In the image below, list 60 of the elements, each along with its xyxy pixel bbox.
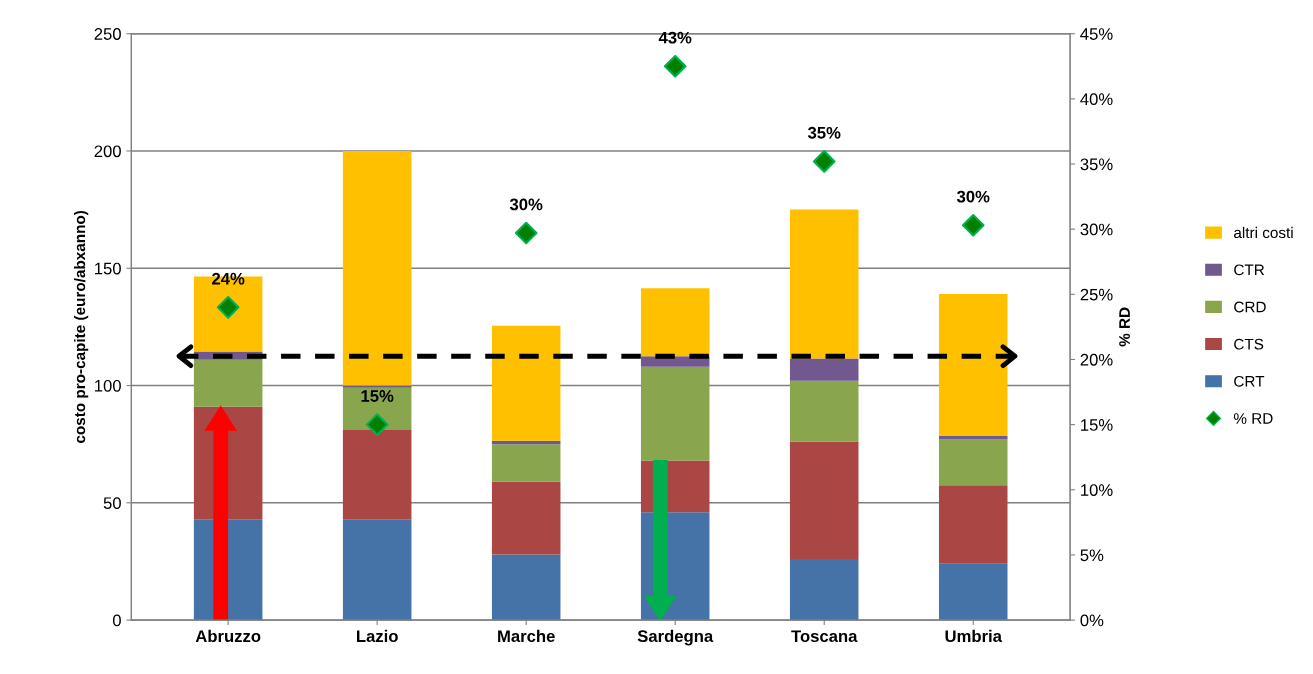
y2-tick-label: 20% [1080,353,1113,366]
point [514,221,538,245]
bar [789,559,859,621]
y2-tick-label: 0% [1080,614,1104,627]
x-tick-label: Abruzzo [195,629,261,643]
legend-label: % RD [1233,413,1273,424]
data-label: 43% [658,31,692,44]
x-tick-label: Marche [498,629,555,643]
bar [789,380,859,442]
y2-axis-title: % RD [1119,307,1130,347]
y-tick-label: 100 [95,379,121,392]
legend-label: CTS [1234,338,1264,350]
x-tick-label: Toscana [791,630,858,643]
data-label: 24% [212,272,245,285]
y-tick-label: 50 [103,497,121,510]
bar [789,441,859,560]
bar [491,325,561,441]
data-label: 15% [361,390,394,402]
x-tick-label: Umbria [945,629,1003,643]
data-label: 30% [509,198,543,211]
y-tick-label: 200 [94,145,121,158]
bar [640,366,710,461]
x-tick-label: Lazio [356,629,398,643]
bar [342,150,412,386]
bar [789,358,859,381]
bar [938,485,1008,564]
point [365,413,389,436]
y2-tick-label: 35% [1080,158,1113,171]
legend-label: CRT [1234,375,1265,387]
data-label: 30% [956,190,990,203]
bar [640,288,710,357]
bar [938,439,1008,486]
y-tick-label: 150 [95,262,121,275]
y2-tick-label: 30% [1080,223,1113,236]
bar [491,481,561,555]
y-axis-title: costo pro-capite (euro/abxanno) [73,210,89,443]
x-tick-label: Sardegna [637,629,714,646]
bar [938,294,1008,436]
bar [491,444,561,482]
y2-tick-label: 25% [1080,288,1113,301]
y-tick-label: 250 [94,28,121,40]
y-tick-label: 0 [112,614,121,627]
data-label: 35% [807,126,841,139]
bar [491,554,561,621]
y2-tick-label: 45% [1080,28,1113,40]
y2-tick-label: 15% [1081,419,1113,431]
y2-tick-label: 5% [1080,549,1104,562]
y2-tick-label: 10% [1081,484,1113,496]
bar [193,359,263,407]
bar [789,209,859,359]
point [961,213,985,237]
point [812,150,836,173]
point [663,54,687,78]
legend-label: CTR [1234,264,1265,276]
legend-label: CRD [1234,301,1266,313]
legend-label: altri costi [1234,226,1293,239]
bar [938,563,1008,621]
bar [342,519,412,621]
bar [342,430,412,520]
y2-tick-label: 40% [1080,93,1113,106]
